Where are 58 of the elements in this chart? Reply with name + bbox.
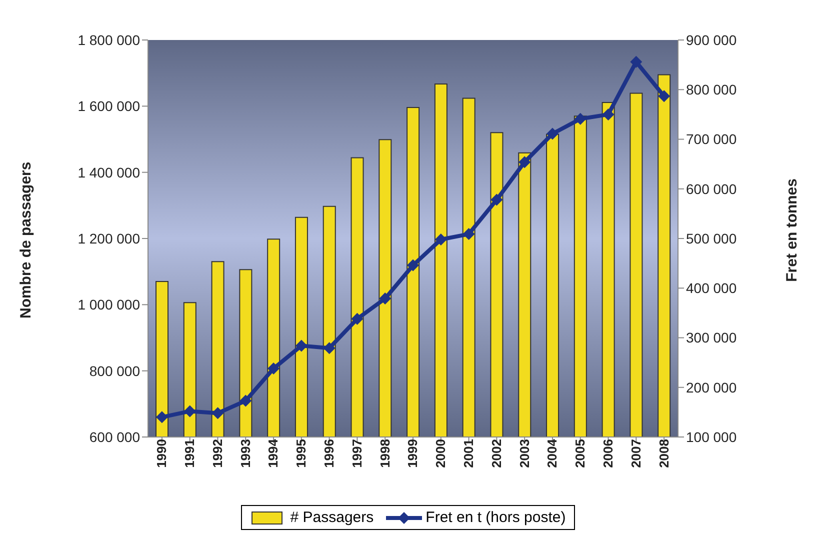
point <box>184 405 196 418</box>
x-tick-label: 1999 <box>405 439 420 468</box>
y-tick-label: 1 600 000 <box>78 98 140 114</box>
point <box>295 340 308 352</box>
x-tick-label: 1991 <box>182 439 198 468</box>
y2-tick-label: 600 000 <box>686 180 737 197</box>
y-tick-label: 1 400 000 <box>78 164 140 180</box>
y2-tick-label: 300 000 <box>686 330 737 346</box>
legend-label: # Passagers <box>289 509 374 526</box>
x-tick-label: 2001 <box>461 439 476 468</box>
point <box>546 128 558 140</box>
y2-tick-label: 200 000 <box>686 379 737 396</box>
x-tick-label: 2005 <box>572 439 588 468</box>
point <box>212 407 224 420</box>
point <box>156 411 168 424</box>
x-tick-label: 1993 <box>238 439 253 468</box>
point <box>351 312 364 325</box>
y2-tick-label: 400 000 <box>686 280 737 296</box>
y-tick-label: 1 000 000 <box>78 296 140 313</box>
point <box>574 112 586 125</box>
point <box>407 259 419 272</box>
point <box>240 394 252 407</box>
y2-axis-title: Fret en tonnes <box>783 178 800 282</box>
x-tick-label: 1997 <box>349 439 364 468</box>
x-tick-label: 2000 <box>433 439 448 468</box>
point <box>630 56 642 68</box>
x-tick-label: 2004 <box>544 438 560 468</box>
x-tick-label: 2006 <box>600 439 616 468</box>
point <box>379 292 392 305</box>
x-tick-label: 1990 <box>154 439 170 468</box>
y2-tick-label: 900 000 <box>686 32 737 48</box>
y-tick-label: 800 000 <box>89 362 140 379</box>
x-tick-label: 1996 <box>322 439 337 468</box>
y2-tick-label: 700 000 <box>686 131 737 148</box>
x-tick-label: 2008 <box>656 439 672 468</box>
x-tick-label: 1995 <box>294 439 309 468</box>
y-tick-label: 1 200 000 <box>78 230 140 246</box>
x-tick-label: 2002 <box>488 439 504 468</box>
point <box>434 233 447 246</box>
legend-label: Fret en t (hors poste) <box>424 509 566 526</box>
x-tick-label: 1994 <box>266 438 281 468</box>
point <box>658 90 670 102</box>
y2-tick-label: 800 000 <box>686 82 737 98</box>
point <box>268 362 280 375</box>
point <box>490 194 503 206</box>
point <box>462 228 475 240</box>
y2-tick-label: 100 000 <box>686 428 737 445</box>
point <box>602 108 614 120</box>
x-tick-label: 2003 <box>516 439 532 468</box>
point <box>518 156 531 168</box>
y2-tick-label: 500 000 <box>686 230 737 246</box>
y-axis-title: Nombre de passagers <box>17 162 34 318</box>
x-tick-label: 2007 <box>628 439 644 468</box>
x-tick-label: 1992 <box>210 439 225 468</box>
y-tick-label: 600 000 <box>89 428 140 445</box>
point <box>323 342 336 354</box>
y-tick-label: 1 800 000 <box>78 32 140 48</box>
x-tick-label: 1998 <box>377 439 392 468</box>
